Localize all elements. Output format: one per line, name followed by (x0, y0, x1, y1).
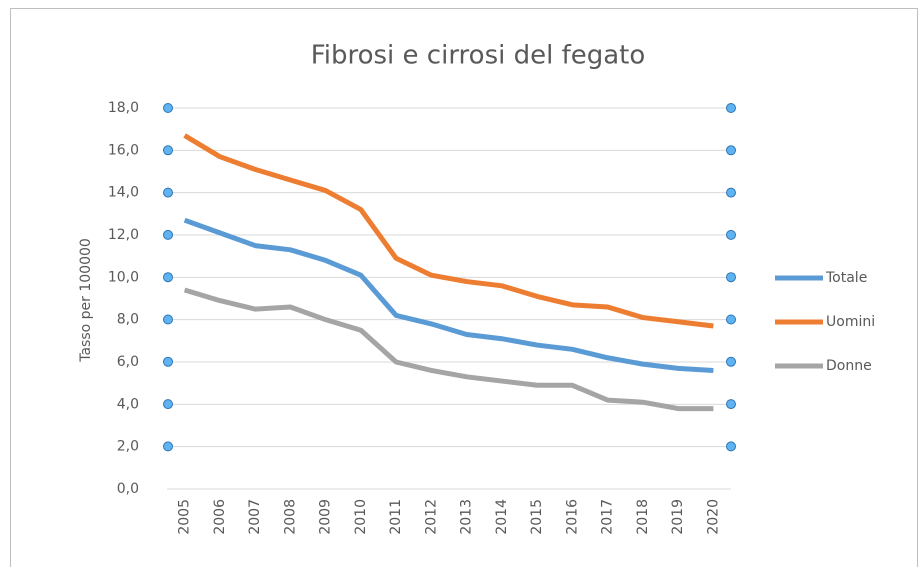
selection-handle (726, 272, 736, 283)
y-tick-label: 18,0 (108, 100, 139, 116)
selection-handle (726, 356, 736, 367)
selection-handle (726, 145, 736, 156)
selection-handle (163, 229, 173, 240)
x-tick-label: 2005 (177, 499, 193, 535)
selection-handle (726, 314, 736, 325)
selection-handle (726, 441, 736, 452)
x-tick-label: 2016 (564, 499, 580, 535)
selection-handle (726, 229, 736, 240)
x-tick-label: 2006 (212, 499, 228, 535)
y-tick-label: 2,0 (117, 439, 139, 455)
x-tick-label: 2010 (353, 499, 369, 535)
series-line (183, 133, 714, 329)
selection-handle (726, 187, 736, 198)
y-tick-label: 16,0 (108, 142, 139, 158)
x-tick-label: 2019 (670, 499, 686, 535)
y-axis-label: Tasso per 100000 (78, 238, 94, 363)
legend-label: Uomini (826, 314, 875, 330)
chart-title: Fibrosi e cirrosi del fegato (311, 41, 646, 71)
selection-handle (163, 441, 173, 452)
x-tick-label: 2013 (459, 499, 475, 535)
x-tick-label: 2012 (423, 499, 439, 535)
selection-handle (163, 103, 173, 113)
y-tick-label: 4,0 (117, 396, 139, 412)
chart-border (10, 8, 918, 567)
selection-handle (163, 356, 173, 367)
selection-handle (163, 399, 173, 410)
x-tick-label: 2007 (247, 499, 263, 535)
selection-handle (163, 272, 173, 283)
x-tick-label: 2018 (635, 499, 651, 535)
x-tick-label: 2020 (705, 499, 721, 535)
y-tick-label: 8,0 (117, 312, 139, 328)
x-tick-label: 2014 (494, 499, 510, 535)
y-tick-label: 12,0 (108, 227, 139, 243)
x-tick-label: 2011 (388, 499, 404, 535)
x-tick-label: 2008 (282, 499, 298, 535)
series-line (183, 217, 714, 373)
legend-label: Donne (826, 358, 872, 374)
x-tick-label: 2009 (318, 499, 334, 535)
y-tick-label: 0,0 (117, 481, 139, 497)
x-tick-label: 2017 (600, 499, 616, 535)
selection-handle (163, 314, 173, 325)
legend-label: Totale (825, 270, 867, 286)
x-tick-label: 2015 (529, 499, 545, 535)
selection-handle (726, 103, 736, 113)
y-tick-label: 10,0 (108, 269, 139, 285)
selection-handle (163, 187, 173, 198)
y-tick-label: 14,0 (108, 185, 139, 201)
selection-handle (163, 145, 173, 156)
selection-handle (726, 399, 736, 410)
series-line (183, 287, 714, 412)
y-tick-label: 6,0 (117, 354, 139, 370)
